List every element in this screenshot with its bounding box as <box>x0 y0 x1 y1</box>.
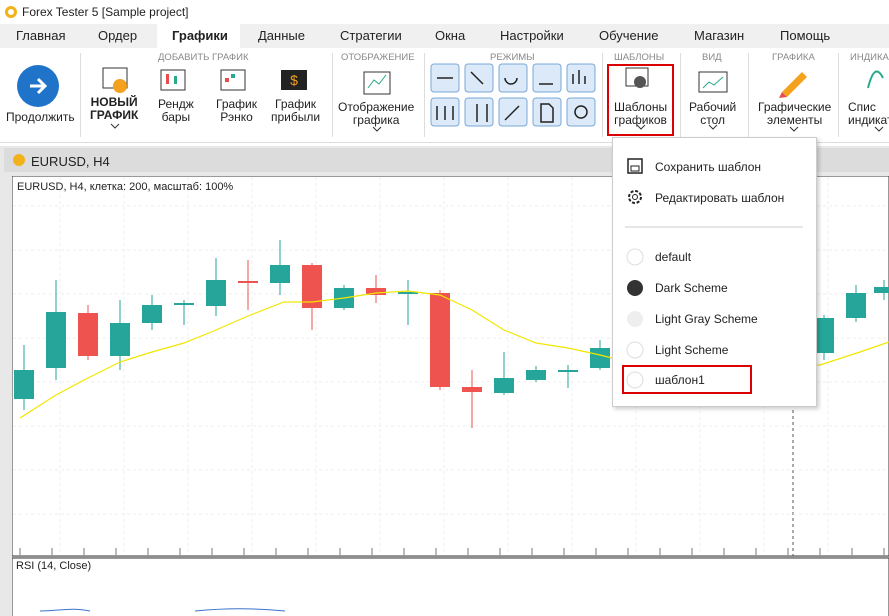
app-icon <box>5 6 17 18</box>
template-item[interactable]: default <box>655 250 692 264</box>
candle <box>430 293 450 387</box>
title-bar: Forex Tester 5 [Sample project] <box>0 0 889 24</box>
menu-bar: Главная Ордер Графики Данные Стратегии О… <box>0 24 889 48</box>
button-line: Рендж <box>158 97 194 111</box>
ribbon-button[interactable]: Спис индикат <box>848 101 889 127</box>
candle <box>494 378 514 393</box>
menu-tab[interactable]: Стратегии <box>340 28 402 43</box>
separator <box>424 53 425 137</box>
button-line: ГРАФИК <box>90 108 139 122</box>
menu-tab[interactable]: Настройки <box>500 28 564 43</box>
button-line: График <box>216 97 257 111</box>
candle <box>238 281 258 283</box>
template-item[interactable]: Light Scheme <box>655 343 729 357</box>
group-title: ОТОБРАЖЕНИЕ <box>341 52 415 63</box>
menu-tab[interactable]: Обучение <box>599 28 659 43</box>
menu-item[interactable]: Сохранить шаблон <box>655 160 762 174</box>
button-line: График <box>275 97 317 111</box>
ribbon-button[interactable]: Шаблоны графиков <box>614 101 667 127</box>
menu-tab[interactable]: Помощь <box>780 28 831 43</box>
group-title: ГРАФИКА <box>772 52 815 63</box>
group-title: ДОБАВИТЬ ГРАФИК <box>158 52 249 63</box>
candle <box>462 387 482 392</box>
chart-tab-icon <box>13 154 25 166</box>
menu-tab[interactable]: Окна <box>435 28 466 43</box>
button-line: стол <box>700 113 725 127</box>
separator <box>602 53 603 137</box>
menu-tab[interactable]: Главная <box>16 28 66 43</box>
ribbon-button[interactable]: Отображение графика <box>338 101 414 127</box>
candle <box>558 370 578 372</box>
separator <box>80 53 81 137</box>
dropdown-icons <box>622 158 803 394</box>
candle <box>46 312 66 368</box>
svg-text:$: $ <box>290 72 298 88</box>
button-line: Шаблоны <box>614 100 668 114</box>
separator <box>332 53 333 137</box>
candle <box>110 323 130 356</box>
button-line: Графические <box>758 100 832 114</box>
button-line: графиков <box>614 113 667 127</box>
candle <box>142 305 162 323</box>
candle <box>302 265 322 308</box>
candle <box>14 370 34 399</box>
menu-tab[interactable]: Данные <box>258 28 305 43</box>
template-item[interactable]: Dark Scheme <box>655 281 728 295</box>
separator <box>680 53 681 137</box>
button-line: Рабочий <box>689 100 737 114</box>
menu-tab[interactable]: Магазин <box>694 28 745 43</box>
ribbon-button[interactable]: Графические элементы <box>758 101 831 127</box>
ribbon-button[interactable]: Рабочий стол <box>689 101 736 127</box>
candle <box>874 287 889 293</box>
button-line: прибыли <box>271 110 321 124</box>
separator <box>838 53 839 137</box>
group-title: ШАБЛОНЫ <box>614 52 665 63</box>
candle <box>270 265 290 283</box>
ribbon: $ Продолжить ДОБАВИТЬ ГРАФИК НОВЫЙ ГРАФИК… <box>0 48 889 143</box>
candle <box>846 293 866 318</box>
ribbon-button[interactable]: График прибыли <box>271 98 320 124</box>
window-title: Forex Tester 5 [Sample project] <box>22 5 189 19</box>
menu-tab[interactable]: Ордер <box>98 28 138 43</box>
button-line: Спис <box>848 100 876 114</box>
button-line: графика <box>352 113 400 127</box>
chart-tab-title: EURUSD, H4 <box>31 154 110 169</box>
menu-tab[interactable]: Графики <box>172 28 228 43</box>
ribbon-button[interactable]: НОВЫЙ ГРАФИК <box>90 96 138 122</box>
candle <box>814 318 834 353</box>
button-line: бары <box>161 110 191 124</box>
subpanel-title: RSI (14, Close) <box>16 560 92 572</box>
menu-item[interactable]: Редактировать шаблон <box>655 191 785 205</box>
ribbon-icons: $ <box>17 63 884 136</box>
candle <box>590 348 610 368</box>
button-line: элементы <box>767 113 823 127</box>
continue-button[interactable]: Продолжить <box>6 110 75 124</box>
candle <box>398 292 418 294</box>
group-title: ВИД <box>702 52 722 63</box>
button-line: НОВЫЙ <box>90 95 138 109</box>
candle <box>526 370 546 380</box>
template-item[interactable]: Light Gray Scheme <box>655 312 758 326</box>
button-line: Отображение <box>338 100 415 114</box>
candle <box>78 313 98 356</box>
group-title: ИНДИКА <box>850 52 889 63</box>
separator <box>748 53 749 137</box>
template-item[interactable]: шаблон1 <box>655 373 705 387</box>
candle <box>174 303 194 305</box>
group-title: РЕЖИМЫ <box>490 52 535 63</box>
chart-info: EURUSD, H4, клетка: 200, масштаб: 100% <box>17 181 234 193</box>
candle <box>206 280 226 306</box>
button-line: Рэнко <box>220 110 253 124</box>
ribbon-button[interactable]: Рендж бары <box>158 98 194 124</box>
candle <box>366 288 386 295</box>
active-tab-bg <box>157 24 240 48</box>
dropdown-menu: Сохранить шаблон Редактировать шаблон de… <box>612 137 817 407</box>
ribbon-button[interactable]: График Рэнко <box>216 98 257 124</box>
button-line: индикат <box>848 113 889 127</box>
